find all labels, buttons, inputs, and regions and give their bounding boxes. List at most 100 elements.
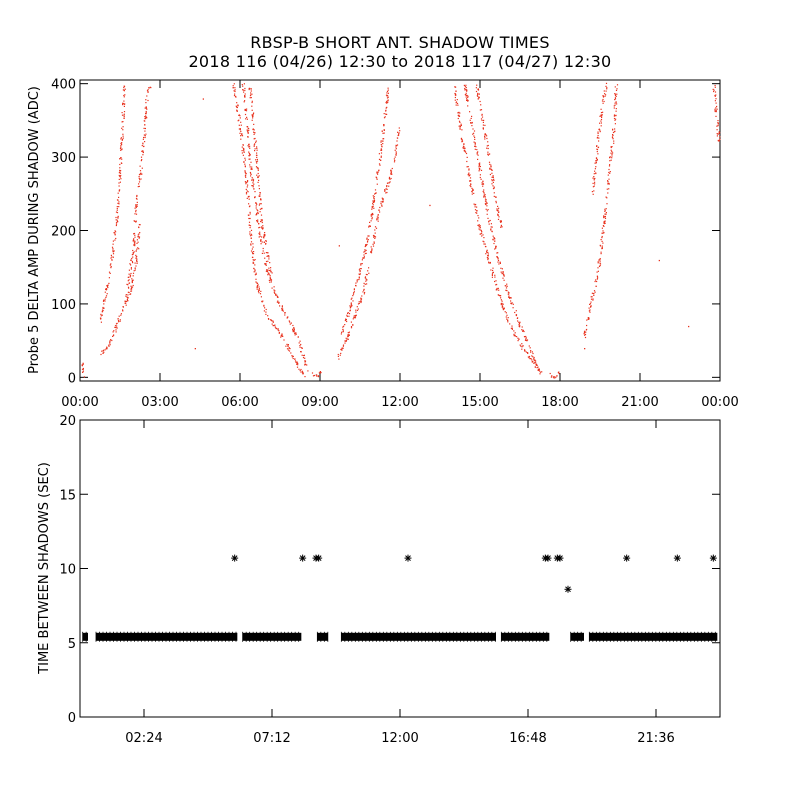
data-point: [381, 205, 383, 207]
data-point: [507, 321, 509, 323]
data-point: [499, 261, 501, 263]
data-point: [385, 188, 387, 190]
data-point: [590, 298, 593, 300]
data-point: [353, 315, 355, 317]
data-point: [233, 95, 236, 97]
data-point: [367, 270, 369, 272]
data-point: [339, 354, 341, 356]
data-point: [371, 215, 373, 217]
data-point: [261, 227, 263, 229]
data-point: [486, 249, 488, 251]
data-point: [360, 299, 362, 301]
data-point: [252, 253, 254, 255]
data-point: [496, 287, 498, 290]
data-point: [82, 371, 84, 373]
data-point: [500, 224, 502, 226]
data-point: [509, 297, 511, 299]
data-point: [385, 102, 388, 104]
data-point: [133, 238, 135, 240]
data-point: [103, 303, 105, 305]
data-point: [388, 182, 390, 184]
data-point: [120, 314, 122, 316]
data-point: [511, 325, 513, 327]
data-point: [256, 212, 258, 214]
data-point: [288, 347, 290, 349]
data-point: [256, 220, 258, 222]
data-point: [298, 368, 300, 370]
data-point: [249, 147, 251, 149]
data-point: [246, 118, 248, 120]
data-point: [486, 135, 488, 137]
data-point: [312, 375, 315, 377]
data-point: [398, 127, 400, 129]
data-point: [254, 150, 256, 152]
data-point: [589, 309, 591, 311]
data-point: [471, 193, 473, 195]
data-point: [484, 200, 487, 202]
data-point: [136, 198, 138, 200]
data-point: [377, 218, 379, 220]
data-point: [261, 241, 263, 243]
data-point: [614, 97, 616, 99]
data-point: [482, 185, 484, 187]
data-point: [118, 190, 120, 192]
data-point: [373, 236, 375, 238]
data-point: [389, 181, 391, 183]
data-point: [124, 300, 126, 302]
data-point: [233, 90, 235, 92]
data-point: [345, 318, 347, 320]
asterisk-marker: [564, 585, 572, 593]
data-point: [240, 138, 242, 140]
data-point: [250, 97, 252, 99]
data-point: [252, 179, 255, 181]
data-point: [503, 307, 505, 309]
data-point: [474, 206, 476, 208]
data-point: [595, 172, 597, 174]
data-point: [500, 267, 502, 269]
data-point: [306, 364, 308, 366]
data-point: [127, 276, 129, 278]
data-point: [498, 216, 500, 218]
data-point: [106, 348, 108, 350]
data-point: [273, 286, 275, 288]
data-point: [486, 205, 488, 207]
data-point: [517, 320, 519, 322]
data-point: [271, 323, 273, 325]
data-point: [103, 349, 105, 351]
data-point: [120, 170, 122, 172]
data-point: [377, 173, 379, 175]
data-point: [492, 238, 494, 240]
data-point: [463, 143, 465, 145]
data-point: [551, 375, 553, 377]
data-point: [241, 84, 243, 86]
data-point: [385, 192, 387, 194]
data-point: [501, 300, 503, 302]
data-point: [265, 264, 267, 266]
data-point: [244, 87, 246, 90]
data-point: [363, 288, 365, 290]
data-point: [114, 234, 116, 236]
data-point: [483, 243, 485, 245]
data-point: [254, 143, 256, 145]
data-point: [289, 348, 291, 350]
data-point: [245, 172, 247, 175]
data-point: [250, 244, 252, 246]
data-point: [360, 298, 362, 300]
data-point: [240, 124, 242, 126]
data-point: [538, 370, 541, 372]
data-point: [597, 131, 599, 133]
data-point: [248, 224, 250, 226]
data-point: [255, 161, 257, 163]
data-point: [136, 194, 138, 197]
data-point: [346, 320, 348, 323]
data-point: [131, 286, 134, 288]
data-point: [514, 335, 516, 337]
data-point: [506, 314, 508, 316]
data-point: [509, 323, 511, 325]
data-point: [598, 259, 600, 261]
data-point: [359, 270, 361, 272]
data-point: [244, 95, 246, 97]
data-point: [584, 334, 586, 336]
data-point: [302, 373, 304, 375]
